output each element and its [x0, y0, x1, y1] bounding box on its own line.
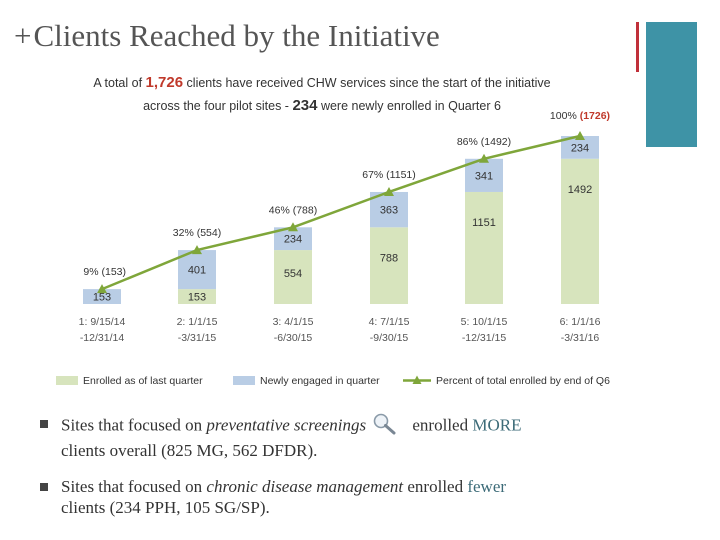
line-marker — [384, 186, 394, 196]
category-label-line2: -9/30/15 — [370, 332, 409, 344]
bullet-mid: enrolled — [403, 477, 468, 496]
legend-label-enrolled: Enrolled as of last quarter — [83, 375, 203, 387]
category-label-line1: 4: 7/1/15 — [369, 316, 410, 328]
line-label: 9% (153) — [83, 266, 126, 278]
slide-title: +Clients Reached by the Initiative — [14, 18, 440, 54]
category-label-line1: 6: 1/1/16 — [560, 316, 601, 328]
bar-label-newly: 153 — [93, 292, 111, 304]
bar-enrolled — [561, 158, 599, 304]
category-label-line2: -3/31/16 — [561, 332, 600, 344]
legend-swatch-enrolled — [56, 376, 78, 385]
chart: A total of 1,726 clients have received C… — [56, 74, 610, 387]
line-label: 46% (788) — [269, 204, 317, 216]
title-text: Clients Reached by the Initiative — [33, 18, 440, 53]
category-label-line1: 2: 1/1/15 — [177, 316, 218, 328]
bullet-post: clients (234 PPH, 105 SG/SP). — [61, 498, 270, 517]
category-label-line1: 1: 9/15/14 — [79, 316, 126, 328]
bar-newly — [83, 289, 121, 304]
bullet-post: clients overall (825 MG, 562 DFDR). — [61, 441, 318, 460]
legend-label-line: Percent of total enrolled by end of Q6 — [436, 375, 610, 387]
bar-newly — [561, 136, 599, 159]
category-label-line1: 5: 10/1/15 — [461, 316, 508, 328]
legend-label-newly: Newly engaged in quarter — [260, 375, 380, 387]
bullet-preventative: Sites that focused on preventative scree… — [40, 413, 680, 461]
line-label: 86% (1492) — [457, 136, 511, 148]
bullet-square — [40, 420, 48, 428]
bar-label-newly: 341 — [475, 170, 493, 182]
chart-subtitle-line1: A total of 1,726 clients have received C… — [93, 74, 550, 91]
bullet-text: Sites that focused on preventative scree… — [61, 413, 680, 461]
bullet-emphasis: chronic disease management — [206, 477, 404, 496]
decorative-teal-block — [646, 22, 697, 147]
legend-line-marker — [412, 375, 422, 384]
decorative-red-line — [636, 22, 639, 72]
bar-label-newly: 401 — [188, 265, 206, 277]
category-label-line2: -12/31/15 — [462, 332, 507, 344]
bar-enrolled — [178, 289, 216, 304]
bar-newly — [274, 227, 312, 251]
bullet-strong: MORE — [472, 415, 522, 435]
bullet-pre: Sites that focused on — [61, 415, 207, 435]
line-marker — [575, 131, 585, 140]
bar-label-newly: 363 — [380, 205, 398, 217]
line-label: 67% (1151) — [362, 169, 416, 181]
line-label: 32% (554) — [173, 227, 221, 239]
category-label-line1: 3: 4/1/15 — [273, 316, 314, 328]
bullet-mid: enrolled — [408, 415, 473, 435]
bar-label-enrolled: 1492 — [568, 184, 592, 196]
line-marker — [479, 153, 489, 163]
category-label-line2: -6/30/15 — [274, 332, 313, 344]
bullet-pre: Sites that focused on — [61, 477, 207, 496]
bar-enrolled — [370, 227, 408, 304]
bar-label-enrolled: 1151 — [472, 217, 496, 229]
line-marker — [97, 284, 107, 294]
line-marker — [288, 222, 298, 232]
legend-swatch-newly — [233, 376, 255, 385]
bar-label-enrolled: 153 — [188, 292, 206, 304]
title-plus: + — [14, 18, 32, 53]
line-cumulative-percent — [101, 134, 581, 291]
chart-subtitle-line2: across the four pilot sites - 234 were n… — [143, 97, 501, 114]
bullet-chronic: Sites that focused on chronic disease ma… — [40, 476, 680, 518]
bullet-emphasis: preventative screenings — [206, 415, 367, 435]
line-marker — [192, 245, 202, 255]
magnifying-glass-icon — [372, 413, 398, 440]
bar-label-enrolled: 554 — [284, 268, 302, 280]
bullet-square — [40, 483, 48, 491]
bullet-text: Sites that focused on chronic disease ma… — [61, 476, 680, 518]
bar-enrolled — [274, 250, 312, 304]
bar-label-enrolled: 788 — [380, 252, 398, 264]
bar-label-newly: 234 — [571, 142, 589, 154]
bullet-strong: fewer — [467, 477, 507, 496]
category-label-line2: -12/31/14 — [80, 332, 125, 344]
category-label-line2: -3/31/15 — [178, 332, 217, 344]
line-label: 100% (1726) — [550, 110, 610, 122]
bar-label-newly: 234 — [284, 234, 302, 246]
bar-enrolled — [465, 191, 503, 304]
